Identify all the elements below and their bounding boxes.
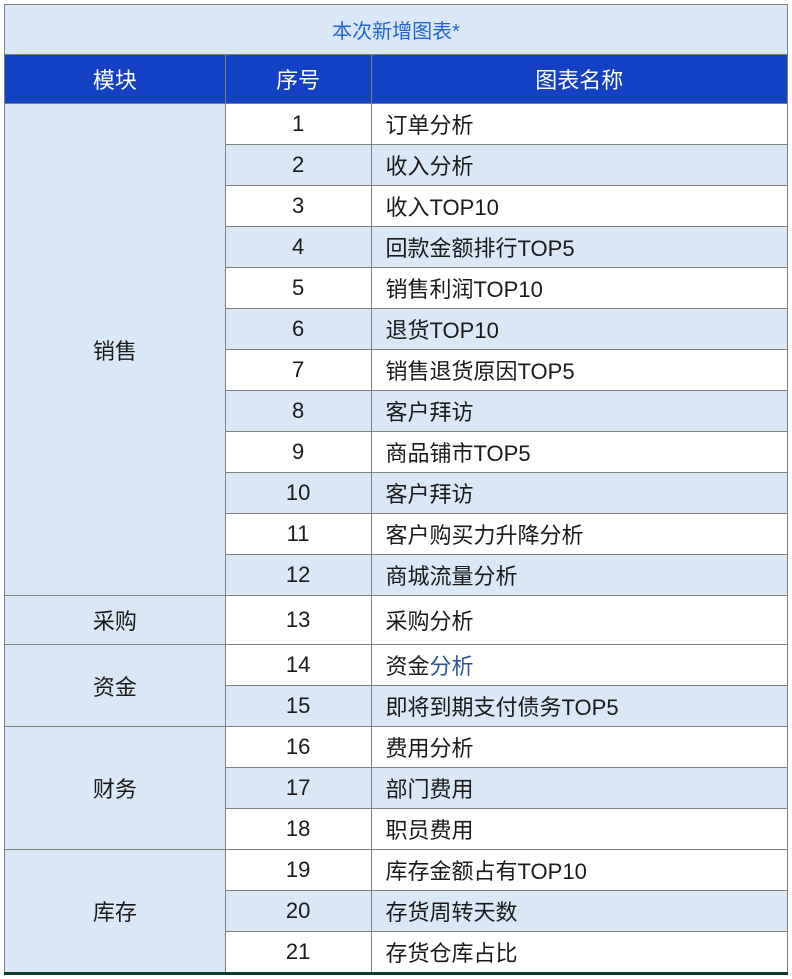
chart-name-cell: 商城流量分析 xyxy=(371,555,788,596)
sequence-cell: 9 xyxy=(225,432,371,473)
table-row: 销售1订单分析 xyxy=(5,104,788,145)
module-cell: 销售 xyxy=(5,104,226,596)
chart-name-cell: 存货仓库占比 xyxy=(371,932,788,974)
chart-name-cell: 销售利润TOP10 xyxy=(371,268,788,309)
sequence-cell: 12 xyxy=(225,555,371,596)
chart-name-cell: 商品铺市TOP5 xyxy=(371,432,788,473)
sequence-cell: 2 xyxy=(225,145,371,186)
chart-name-cell: 销售退货原因TOP5 xyxy=(371,350,788,391)
sequence-cell: 8 xyxy=(225,391,371,432)
sequence-cell: 10 xyxy=(225,473,371,514)
chart-name-cell: 客户购买力升降分析 xyxy=(371,514,788,555)
chart-name-cell: 客户拜访 xyxy=(371,391,788,432)
sequence-cell: 11 xyxy=(225,514,371,555)
chart-name-cell: 客户拜访 xyxy=(371,473,788,514)
column-header: 模块 xyxy=(5,55,226,104)
chart-name-cell: 费用分析 xyxy=(371,727,788,768)
sequence-cell: 13 xyxy=(225,596,371,645)
chart-name-cell: 采购分析 xyxy=(371,596,788,645)
chart-name-cell: 库存金额占有TOP10 xyxy=(371,850,788,891)
chart-name-cell: 即将到期支付债务TOP5 xyxy=(371,686,788,727)
sequence-cell: 6 xyxy=(225,309,371,350)
chart-name-cell: 存货周转天数 xyxy=(371,891,788,932)
chart-name-cell: 资金分析 xyxy=(371,645,788,686)
module-cell: 资金 xyxy=(5,645,226,727)
module-cell: 财务 xyxy=(5,727,226,850)
sequence-cell: 20 xyxy=(225,891,371,932)
table-row: 资金14资金分析 xyxy=(5,645,788,686)
sequence-cell: 4 xyxy=(225,227,371,268)
sequence-cell: 19 xyxy=(225,850,371,891)
chart-name-cell: 回款金额排行TOP5 xyxy=(371,227,788,268)
sequence-cell: 18 xyxy=(225,809,371,850)
column-header: 图表名称 xyxy=(371,55,788,104)
sequence-cell: 14 xyxy=(225,645,371,686)
column-header: 序号 xyxy=(225,55,371,104)
sequence-cell: 5 xyxy=(225,268,371,309)
sequence-cell: 1 xyxy=(225,104,371,145)
chart-name-cell: 部门费用 xyxy=(371,768,788,809)
chart-name-cell: 收入分析 xyxy=(371,145,788,186)
chart-name-cell: 订单分析 xyxy=(371,104,788,145)
new-charts-table: 本次新增图表*模块序号图表名称销售1订单分析2收入分析3收入TOP104回款金额… xyxy=(4,4,788,975)
chart-name-cell: 收入TOP10 xyxy=(371,186,788,227)
chart-name-cell: 职员费用 xyxy=(371,809,788,850)
sequence-cell: 15 xyxy=(225,686,371,727)
sequence-cell: 21 xyxy=(225,932,371,974)
sequence-cell: 3 xyxy=(225,186,371,227)
sequence-cell: 16 xyxy=(225,727,371,768)
module-cell: 库存 xyxy=(5,850,226,974)
table-row: 财务16费用分析 xyxy=(5,727,788,768)
sequence-cell: 7 xyxy=(225,350,371,391)
module-cell: 采购 xyxy=(5,596,226,645)
table-row: 库存19库存金额占有TOP10 xyxy=(5,850,788,891)
table-row: 采购13采购分析 xyxy=(5,596,788,645)
table-title: 本次新增图表* xyxy=(5,5,788,55)
chart-name-cell: 退货TOP10 xyxy=(371,309,788,350)
sequence-cell: 17 xyxy=(225,768,371,809)
